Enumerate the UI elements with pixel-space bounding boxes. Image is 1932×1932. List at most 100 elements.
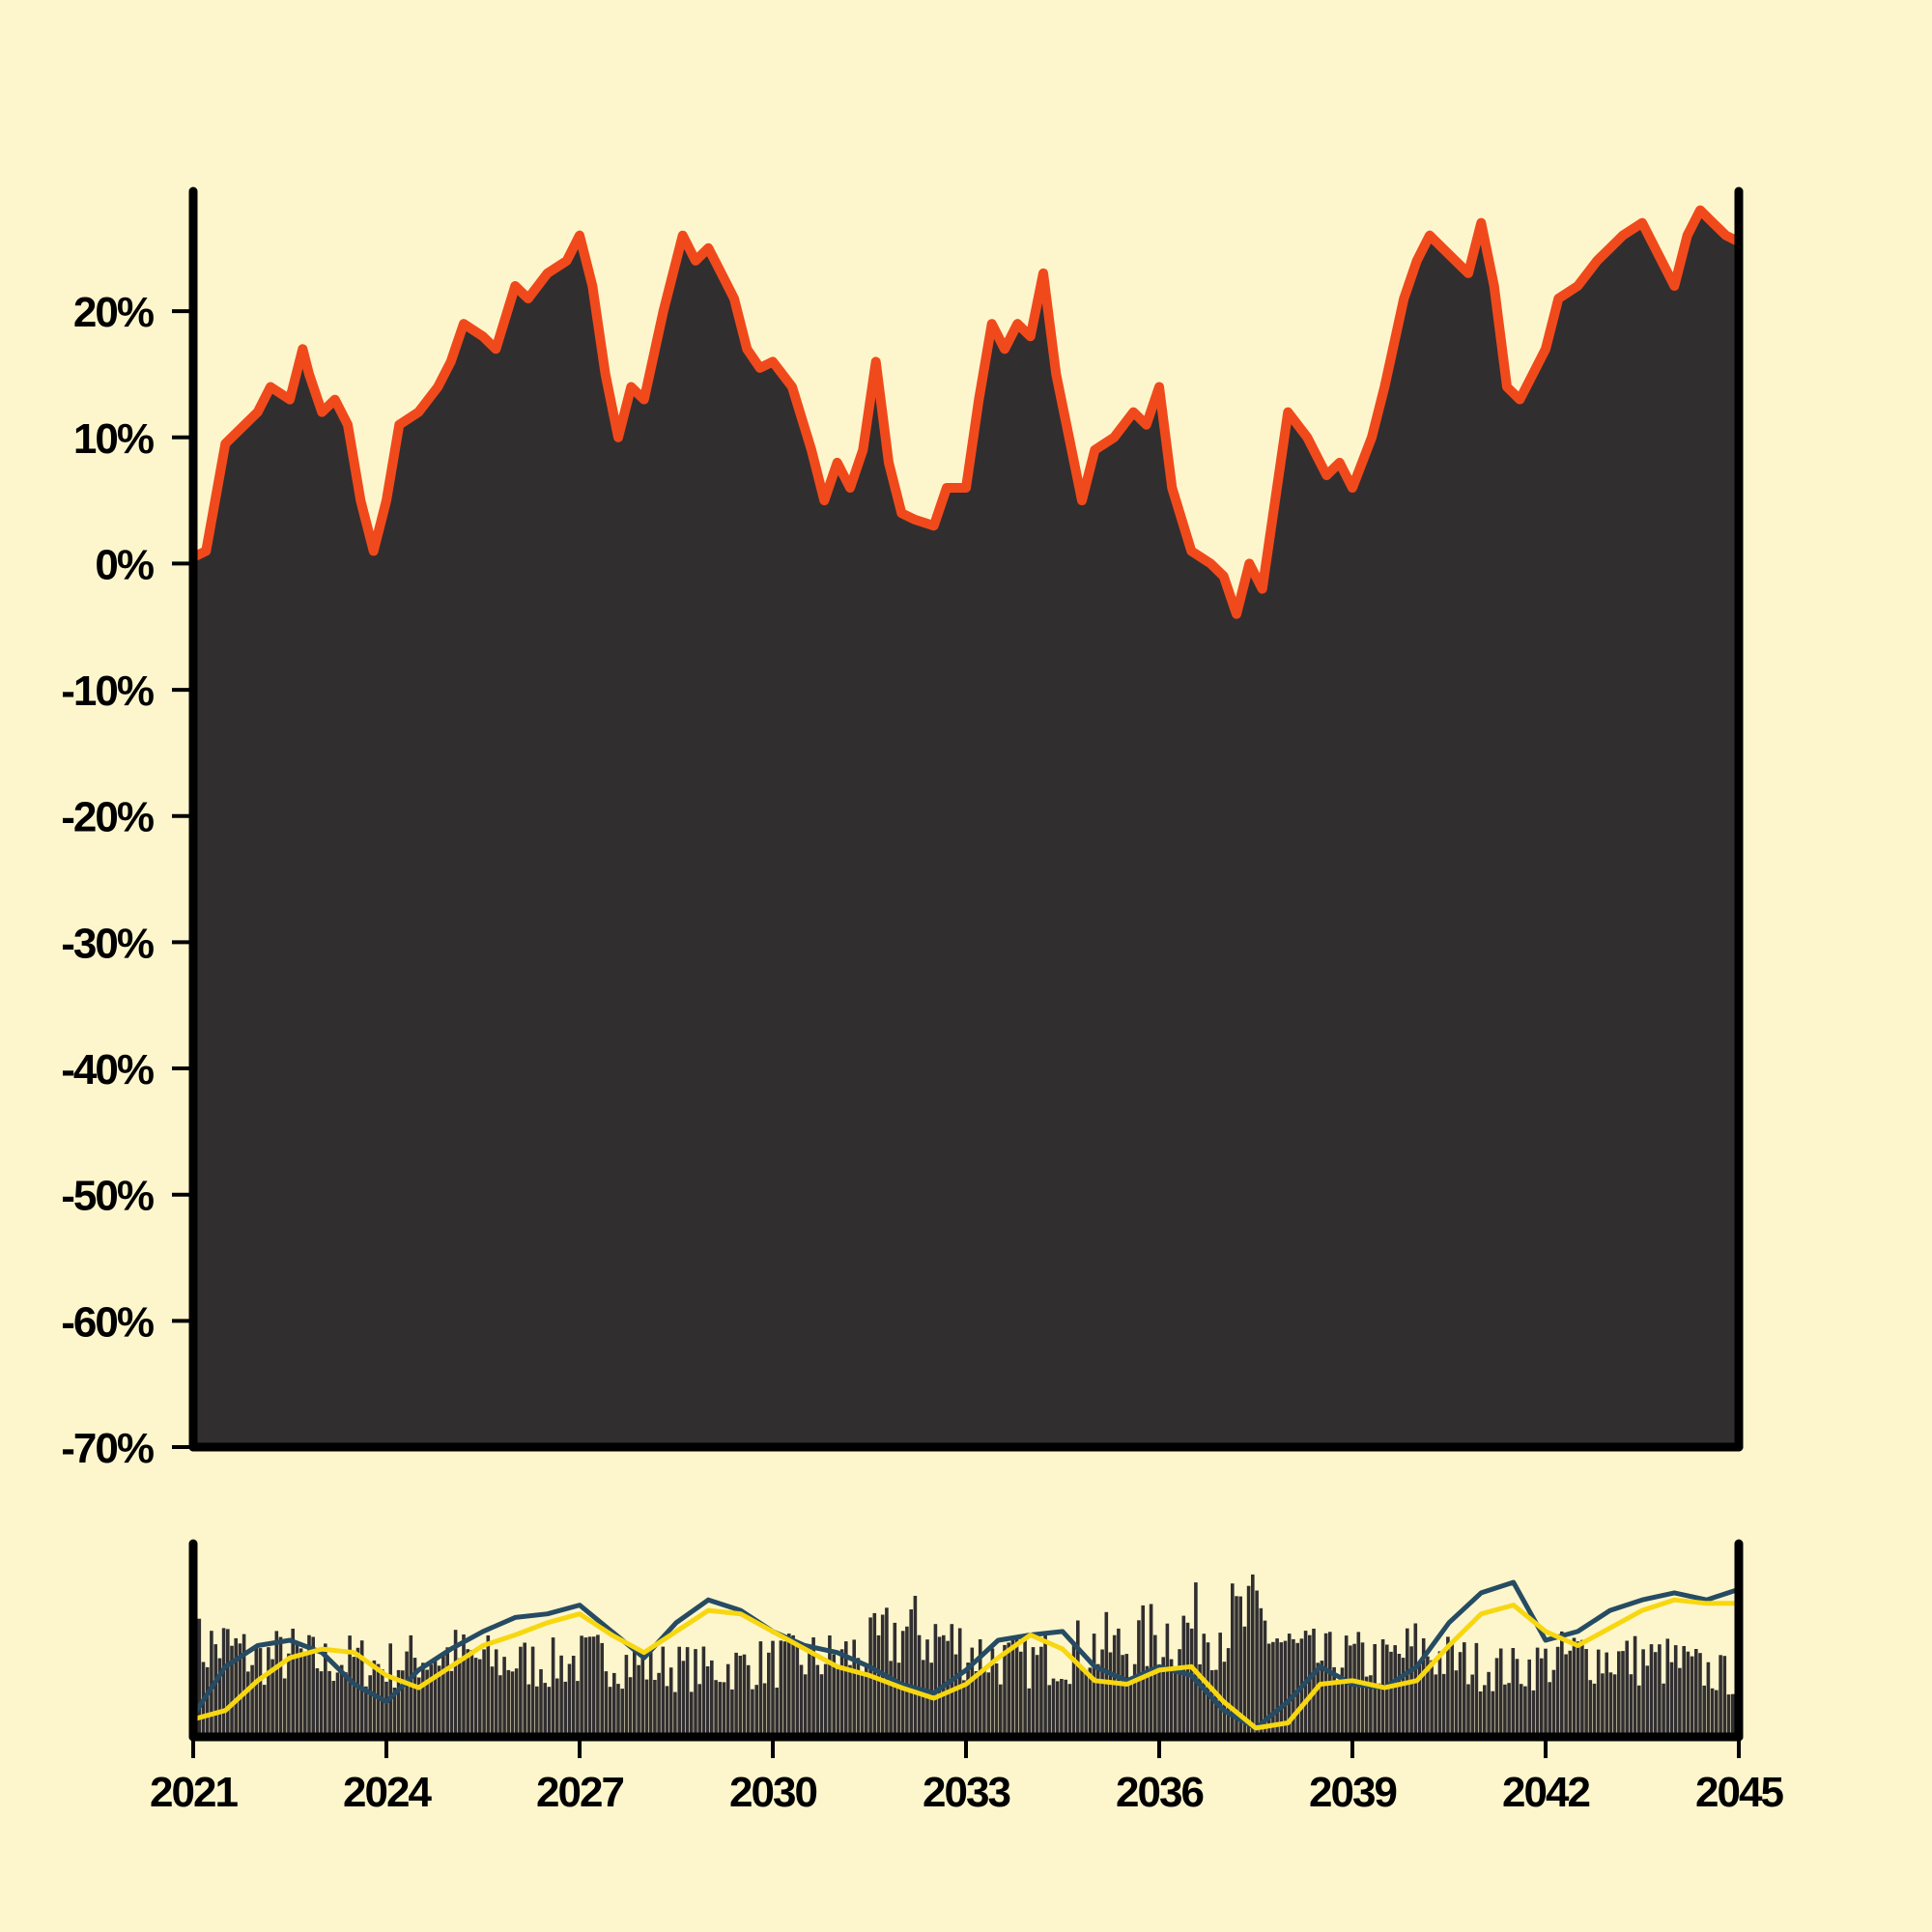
volume-bar xyxy=(896,1662,901,1737)
volume-bar xyxy=(1202,1634,1207,1737)
volume-bar xyxy=(644,1679,649,1737)
volume-bar xyxy=(1031,1647,1036,1737)
volume-bar xyxy=(1686,1651,1690,1737)
y-tick-label: 0% xyxy=(95,541,153,588)
volume-bar xyxy=(473,1658,478,1737)
volume-bar xyxy=(1653,1652,1658,1737)
volume-bar xyxy=(1242,1626,1247,1737)
volume-bar xyxy=(856,1658,861,1737)
volume-bar xyxy=(970,1647,975,1737)
y-tick-label: -40% xyxy=(61,1046,154,1094)
volume-bar xyxy=(1454,1670,1459,1737)
volume-bar xyxy=(1483,1685,1487,1737)
volume-bar xyxy=(458,1658,462,1737)
volume-bar xyxy=(1189,1628,1194,1737)
fast-average-line xyxy=(190,1579,1742,1731)
volume-bar xyxy=(1592,1683,1597,1737)
volume-bar xyxy=(982,1667,986,1737)
volume-bar xyxy=(1560,1631,1564,1737)
volume-bar xyxy=(270,1659,274,1737)
volume-bar xyxy=(267,1647,270,1737)
volume-bar xyxy=(957,1628,962,1737)
volume-bar xyxy=(412,1658,417,1737)
volume-bar xyxy=(811,1637,815,1737)
volume-bar xyxy=(690,1691,694,1737)
volume-bar xyxy=(1494,1658,1499,1737)
volume-bar xyxy=(587,1636,592,1737)
volume-bar xyxy=(1039,1646,1043,1737)
volume-bar xyxy=(388,1643,392,1737)
volume-bar xyxy=(648,1646,653,1737)
volume-bar xyxy=(657,1672,661,1737)
volume-bar xyxy=(775,1688,779,1737)
volume-bar xyxy=(478,1659,482,1737)
volume-bar xyxy=(287,1653,291,1737)
volume-bar xyxy=(1292,1638,1295,1737)
volume-bar xyxy=(710,1660,714,1737)
y-tick-label: -10% xyxy=(61,668,154,715)
volume-bar xyxy=(278,1636,283,1737)
volume-bar xyxy=(1181,1615,1186,1737)
volume-bar xyxy=(1064,1679,1067,1737)
volume-bar xyxy=(1308,1634,1312,1737)
volume-bar xyxy=(352,1657,356,1737)
y-tick-label: -60% xyxy=(61,1298,154,1346)
volume-bar xyxy=(668,1667,673,1737)
volume-bar xyxy=(865,1663,868,1737)
volume-bar xyxy=(486,1635,491,1737)
volume-bar xyxy=(396,1669,401,1737)
volume-bar xyxy=(1470,1674,1474,1737)
volume-bar xyxy=(767,1652,771,1737)
volume-bar xyxy=(274,1631,279,1737)
volume-bar xyxy=(1287,1634,1292,1737)
volume-bar xyxy=(860,1671,865,1737)
volume-bar xyxy=(885,1607,889,1737)
volume-bar xyxy=(197,1618,202,1737)
volume-bar xyxy=(1682,1646,1686,1737)
volume-bar xyxy=(1100,1649,1104,1737)
volume-bar xyxy=(876,1634,881,1737)
volume-bar xyxy=(246,1671,250,1737)
volume-bar xyxy=(1266,1643,1271,1737)
volume-bar xyxy=(1027,1688,1032,1737)
y-tick-label: 10% xyxy=(73,415,154,463)
volume-bar xyxy=(828,1635,832,1737)
volume-bar xyxy=(694,1649,697,1737)
volume-bar xyxy=(1238,1596,1242,1737)
volume-bar xyxy=(819,1674,824,1737)
volume-bar xyxy=(1401,1658,1406,1737)
volume-bar xyxy=(730,1689,734,1737)
volume-bar xyxy=(1352,1643,1356,1737)
volume-bar xyxy=(1209,1670,1214,1737)
area-edge-line xyxy=(190,205,1742,619)
volume-bar xyxy=(1491,1690,1495,1737)
volume-bar xyxy=(392,1688,397,1737)
volume-bar xyxy=(1658,1644,1662,1737)
volume-bar xyxy=(1621,1651,1625,1737)
y-tick-label: -30% xyxy=(61,920,154,967)
x-tick-label: 2036 xyxy=(1116,1769,1203,1816)
volume-bar xyxy=(303,1653,307,1737)
volume-bar xyxy=(1605,1652,1608,1737)
volume-bar xyxy=(1104,1611,1109,1737)
volume-bar xyxy=(1165,1623,1170,1737)
volume-bar xyxy=(681,1661,686,1737)
volume-bar xyxy=(1474,1642,1479,1737)
volume-bar xyxy=(242,1634,246,1737)
x-tick-label: 2042 xyxy=(1502,1769,1589,1816)
volume-bar xyxy=(526,1684,531,1737)
volume-bar xyxy=(1218,1633,1222,1737)
volume-bar xyxy=(1014,1638,1019,1737)
volume-bar xyxy=(1255,1590,1259,1737)
volume-bar xyxy=(519,1646,523,1737)
volume-bar xyxy=(637,1664,640,1737)
volume-bar xyxy=(551,1637,555,1737)
volume-bar xyxy=(258,1648,263,1737)
volume-bar xyxy=(600,1642,604,1737)
volume-bar xyxy=(1055,1681,1060,1737)
volume-bar xyxy=(1108,1652,1113,1737)
volume-bar xyxy=(1263,1620,1267,1737)
x-tick-label: 2045 xyxy=(1695,1769,1783,1816)
volume-bar xyxy=(364,1686,368,1737)
